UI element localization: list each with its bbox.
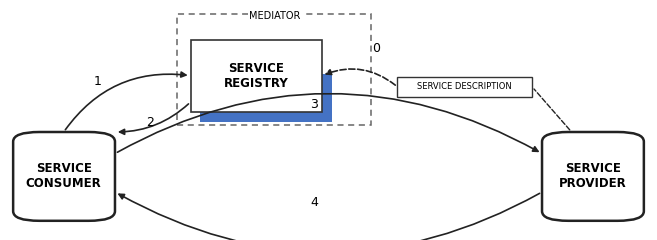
- Text: SERVICE
PROVIDER: SERVICE PROVIDER: [558, 162, 627, 190]
- FancyArrowPatch shape: [327, 69, 396, 85]
- Text: 4: 4: [310, 196, 318, 209]
- Text: MEDIATOR: MEDIATOR: [249, 11, 300, 21]
- FancyArrowPatch shape: [120, 104, 189, 134]
- Text: 3: 3: [310, 98, 318, 111]
- Text: SERVICE DESCRIPTION: SERVICE DESCRIPTION: [417, 82, 512, 91]
- Text: 2: 2: [146, 116, 154, 129]
- FancyBboxPatch shape: [200, 74, 332, 122]
- Text: 0: 0: [372, 42, 380, 54]
- Text: SERVICE
REGISTRY: SERVICE REGISTRY: [224, 62, 288, 90]
- FancyBboxPatch shape: [542, 132, 644, 221]
- FancyBboxPatch shape: [13, 132, 115, 221]
- Text: SERVICE
CONSUMER: SERVICE CONSUMER: [26, 162, 102, 190]
- Text: 1: 1: [93, 75, 101, 88]
- FancyArrowPatch shape: [534, 89, 570, 130]
- FancyArrowPatch shape: [119, 193, 539, 240]
- FancyArrowPatch shape: [65, 72, 186, 130]
- FancyArrowPatch shape: [118, 94, 538, 152]
- FancyBboxPatch shape: [397, 77, 532, 97]
- FancyBboxPatch shape: [191, 40, 322, 112]
